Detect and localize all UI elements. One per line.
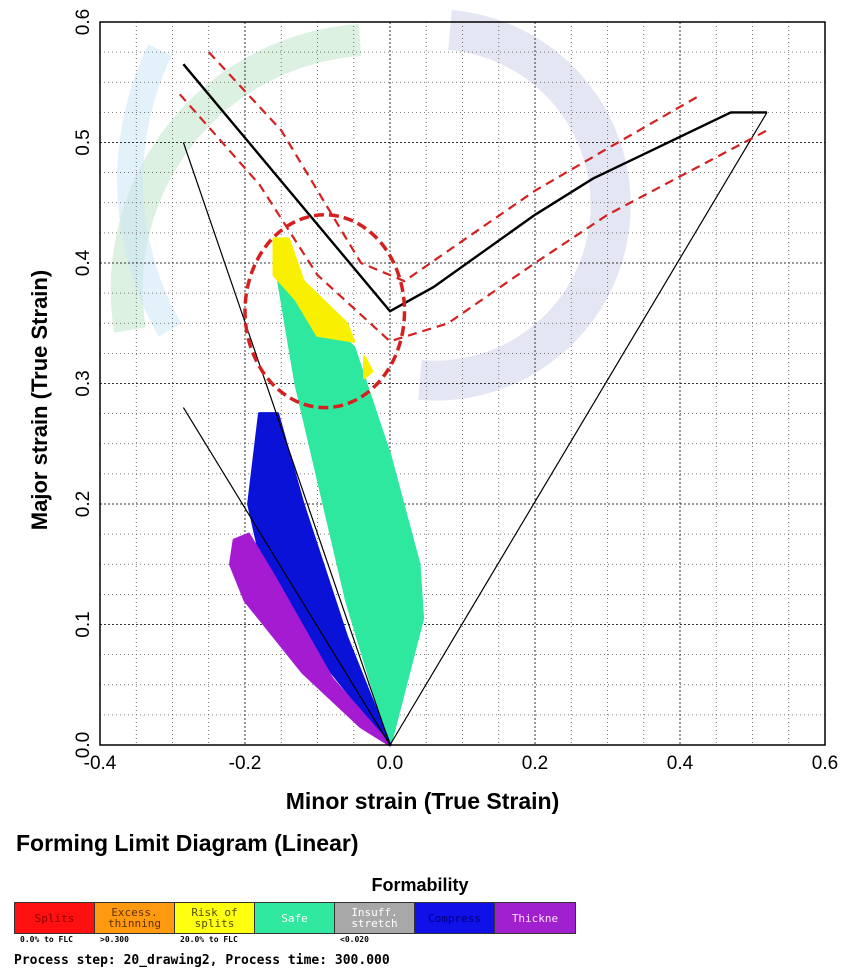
tick-labels: -0.4 -0.2 0.0 0.2 0.4 0.6 0.0 0.1 0.2 0.3 0.4 0.5 0.… — [73, 9, 838, 774]
watermark-arc — [110, 24, 362, 333]
flc-curve — [182, 63, 767, 313]
x-tick-label: 0.6 — [812, 753, 838, 774]
reference-line — [389, 112, 768, 746]
watermark — [110, 10, 631, 401]
zone-thickening — [229, 532, 392, 747]
legend-title: Formability — [371, 875, 469, 895]
legend-item-risk-of-splits: Risk of splits — [175, 903, 255, 933]
process-footer: Process step: 20_drawing2, Process time:… — [14, 953, 390, 968]
y-tick-label: 0.1 — [73, 611, 94, 637]
legend-sublabel: 0.0% to FLC — [20, 935, 73, 944]
x-axis-label: Minor strain (True Strain) — [285, 788, 560, 814]
legend-sublabel: >0.300 — [100, 935, 129, 944]
legend-item-compress: Compress — [415, 903, 495, 933]
x-tick-label: 0.2 — [522, 753, 548, 774]
legend-item-thickne: Thickne — [495, 903, 575, 933]
reference-line — [182, 142, 391, 746]
zone-risk-of-splits — [272, 237, 356, 343]
zone-risk-of-splits — [363, 355, 374, 379]
legend-sublabel: 20.0% to FLC — [180, 935, 238, 944]
fld-chart: -0.4 -0.2 0.0 0.2 0.4 0.6 0.0 0.1 0.2 0.3 0.4 0.5 0.… — [73, 9, 838, 774]
y-tick-label: 0.3 — [73, 370, 94, 396]
flc-upper-margin-curve — [207, 51, 703, 283]
legend-item-insuff-stretch: Insuff. stretch — [335, 903, 415, 933]
x-tick-label: 0.0 — [377, 753, 403, 774]
formability-legend: Splits Excess. thinning Risk of splits Safe… — [14, 902, 576, 934]
plot-border — [99, 21, 826, 746]
chart-title: Forming Limit Diagram (Linear) — [16, 830, 359, 856]
x-tick-label: -0.2 — [229, 753, 262, 774]
x-tick-label: 0.4 — [667, 753, 694, 774]
flc-lower-margin-curve — [178, 93, 768, 343]
y-tick-label: 0.4 — [73, 249, 94, 276]
legend-sublabel: <0.020 — [340, 935, 369, 944]
legend-item-splits: Splits — [15, 903, 95, 933]
y-tick-label: 0.0 — [73, 732, 94, 758]
y-axis-label: Major strain (True Strain) — [27, 269, 52, 531]
watermark-arc — [117, 44, 182, 337]
legend-item-excess-thinning: Excess. thinning — [95, 903, 175, 933]
y-tick-label: 0.6 — [73, 9, 94, 35]
y-tick-label: 0.2 — [73, 491, 94, 517]
highlight-ellipse — [243, 213, 407, 410]
watermark-arc — [418, 10, 631, 401]
x-tick-label: -0.4 — [84, 753, 117, 774]
strain-zones — [229, 237, 425, 747]
y-tick-label: 0.5 — [73, 129, 94, 155]
reference-line — [182, 407, 391, 746]
reference-lines — [182, 112, 768, 746]
legend-item-safe: Safe — [255, 903, 335, 933]
flc-curves — [178, 51, 768, 410]
